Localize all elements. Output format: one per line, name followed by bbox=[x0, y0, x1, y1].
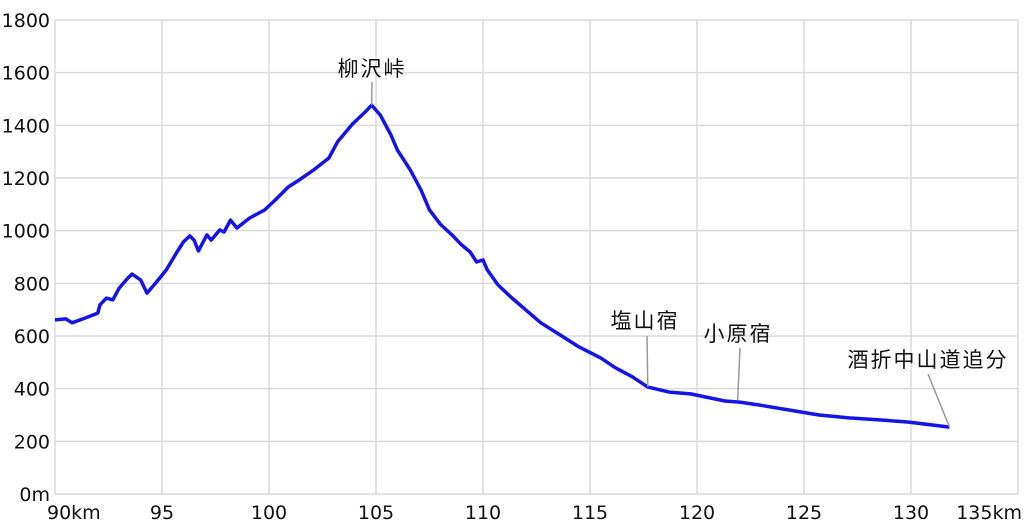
x-axis-tick-labels: 90km 95 100 105 110 115 120 125 130 135km bbox=[47, 502, 1022, 524]
y-tick-label: 400 bbox=[14, 379, 50, 401]
annotation-leader-line bbox=[738, 348, 740, 401]
y-axis-tick-labels: 0m 200 400 600 800 1000 1200 1400 1600 1800 bbox=[2, 10, 50, 506]
y-tick-label: 1200 bbox=[2, 168, 50, 190]
y-tick-label: 1400 bbox=[2, 115, 50, 137]
annotation-leader-line bbox=[647, 336, 648, 387]
x-tick-label: 105 bbox=[358, 502, 394, 524]
y-tick-label: 1800 bbox=[2, 10, 50, 32]
x-tick-label: 95 bbox=[150, 502, 174, 524]
annotation-label: 小原宿 bbox=[704, 322, 773, 346]
annotation-label: 塩山宿 bbox=[611, 309, 680, 333]
annotation-leader-line bbox=[928, 374, 950, 427]
annotation-label: 酒折中山道追分 bbox=[848, 348, 1009, 372]
x-tick-label: 100 bbox=[251, 502, 287, 524]
y-tick-label: 1000 bbox=[2, 221, 50, 243]
y-tick-label: 1600 bbox=[2, 63, 50, 85]
x-tick-label: 115 bbox=[572, 502, 608, 524]
elevation-line bbox=[55, 105, 950, 427]
x-tick-label: 125 bbox=[786, 502, 822, 524]
x-tick-label: 130 bbox=[893, 502, 929, 524]
x-tick-label: 135km bbox=[956, 502, 1022, 524]
y-tick-label: 200 bbox=[14, 431, 50, 453]
grid bbox=[55, 20, 1018, 494]
y-tick-label: 0m bbox=[19, 484, 50, 506]
x-tick-label: 120 bbox=[679, 502, 715, 524]
y-tick-label: 600 bbox=[14, 326, 50, 348]
y-tick-label: 800 bbox=[14, 273, 50, 295]
annotation-label: 柳沢峠 bbox=[338, 57, 407, 81]
x-tick-label: 110 bbox=[465, 502, 501, 524]
series-lines bbox=[55, 105, 950, 427]
x-tick-label: 90km bbox=[47, 502, 101, 524]
